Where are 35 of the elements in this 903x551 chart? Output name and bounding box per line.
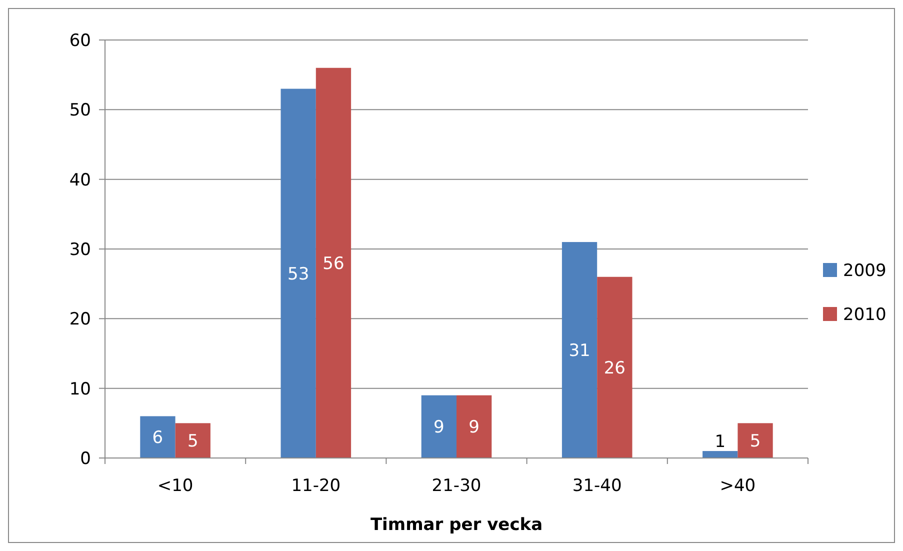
x-tick-label: >40 <box>720 476 756 496</box>
legend-label: 2009 <box>843 260 886 281</box>
y-tick-label: 10 <box>69 379 91 400</box>
bar <box>738 423 773 458</box>
x-tick-label: 21-30 <box>432 476 482 496</box>
data-label: 26 <box>604 358 626 378</box>
y-tick-label: 40 <box>69 170 91 190</box>
data-label: 5 <box>187 432 198 452</box>
data-label: 5 <box>750 432 761 452</box>
bar <box>421 395 456 458</box>
y-tick-label: 60 <box>69 30 91 51</box>
data-label: 9 <box>468 418 480 438</box>
bar <box>702 451 738 458</box>
bar <box>316 68 352 458</box>
bar <box>280 88 316 458</box>
data-label: 31 <box>568 340 590 361</box>
x-tick-label: <10 <box>157 476 194 496</box>
bar <box>456 395 492 458</box>
bar <box>597 276 632 458</box>
legend-label: 2010 <box>843 304 886 325</box>
data-label: 1 <box>714 432 726 452</box>
bar <box>175 423 210 458</box>
x-tick-label: 11-20 <box>291 476 341 496</box>
y-tick-label: 20 <box>69 310 91 330</box>
y-tick-label: 30 <box>69 240 91 260</box>
y-tick-label: 50 <box>69 100 91 121</box>
data-label: 53 <box>288 264 310 284</box>
data-label: 9 <box>434 418 444 438</box>
x-axis-title: Timmar per vecka <box>370 515 543 535</box>
bar <box>562 242 598 458</box>
y-tick-label: 0 <box>80 448 91 469</box>
x-tick-label: 31-40 <box>572 476 622 496</box>
data-label: 56 <box>322 254 344 274</box>
bar <box>140 416 176 458</box>
data-label: 6 <box>152 428 164 448</box>
